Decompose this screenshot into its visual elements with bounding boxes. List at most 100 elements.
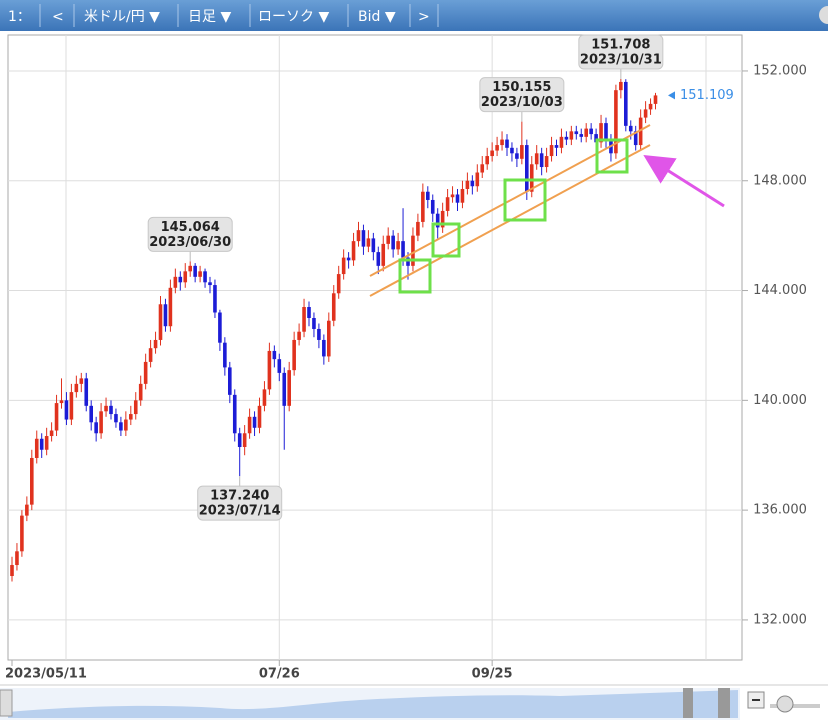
annotation-date: 2023/10/31 [580,52,662,67]
candle-body [564,136,569,140]
toolbar-item[interactable]: 日足 ▼ [188,9,231,25]
x-tick-label: 07/26 [259,667,300,682]
annotation-value: 150.155 [492,80,551,95]
candle-body [445,197,450,211]
candle-body [252,416,257,428]
candle-body [653,95,658,104]
candle-body [133,400,138,415]
candle-body [371,238,376,253]
candle-body [638,117,643,146]
navigator[interactable] [0,688,820,720]
candle-body [49,430,54,437]
corner-button[interactable] [819,6,828,24]
candle-body [312,317,316,329]
candle-body [25,504,29,516]
candle-body [336,274,341,294]
candle-body [317,328,321,340]
candle-body [44,436,49,450]
candle-body [435,213,440,228]
candle-body [257,405,262,428]
candle-body [54,403,59,431]
candle-body [475,172,480,187]
toolbar-item[interactable]: > [418,9,430,25]
highlight-boxes [398,138,629,294]
candle-body [450,194,455,198]
candle-body [109,405,113,415]
candle-body [30,457,34,505]
annotation-value: 145.064 [161,220,220,235]
toolbar-item[interactable]: 米ドル/円 ▼ [84,9,160,25]
candle-body [619,81,623,91]
candle-body [604,123,608,140]
candle-body [322,339,326,357]
candle-body [297,331,301,340]
annotation-box [479,77,565,113]
candle-body [465,180,470,189]
toolbar-item[interactable]: ローソク ▼ [258,9,329,25]
y-tick-label: 136.000 [753,503,807,518]
candle-body [520,145,524,159]
candle-body [242,433,247,448]
candle-body [554,145,559,148]
candle-body [544,156,549,168]
candle-body [198,271,202,277]
zoom-slider[interactable] [770,704,820,708]
candle-body [525,145,529,192]
candle-body [267,350,272,390]
candle-body [416,221,420,236]
candle-body [59,400,64,404]
candle-body [114,414,118,423]
candle-body [138,383,143,401]
annotation-box [147,216,233,252]
candle-body [500,139,504,146]
candle-body [247,416,252,434]
candle-body [178,276,183,283]
candle-body [539,153,544,168]
candle-body [594,134,598,143]
zoom-knob[interactable] [776,695,794,713]
candle-body [366,238,371,247]
navigator-handle[interactable] [718,688,730,718]
navigator-handle[interactable] [683,688,693,718]
candle-body [218,312,222,343]
toolbar-item[interactable]: Bid ▼ [358,9,396,25]
candle-body [223,342,227,368]
annotation-date: 2023/10/03 [481,95,563,110]
toolbar-item[interactable]: 1： [8,9,31,25]
annotation-box [578,34,664,70]
candle-body [124,419,128,431]
candle-body [262,389,267,406]
candle-body [391,235,395,250]
candle-body [302,307,306,332]
candle-body [173,276,178,288]
candle-body [89,405,93,423]
candle-body [401,241,405,258]
candle-body [148,348,153,362]
toolbar [0,0,828,31]
candle-body [406,257,410,266]
candle-body [376,252,381,266]
candle-body [396,241,400,250]
candle-body [460,188,465,203]
x-tick-label: 2023/05/11 [5,667,87,682]
candle-body [228,367,232,395]
candle-body [480,164,485,173]
candle-body [351,241,356,261]
candle-body [411,235,415,266]
candle-body [331,293,336,321]
navigator-left[interactable] [0,689,13,717]
candle-body [277,359,282,373]
toolbar-item[interactable]: < [52,9,64,25]
candle-body [282,372,287,406]
candle-body [119,422,123,431]
candle-body [356,230,361,242]
candle-body [569,131,574,140]
y-tick-label: 140.000 [753,393,807,408]
candle-body [614,90,618,154]
candle-body [455,194,460,203]
candle-body [94,422,98,434]
